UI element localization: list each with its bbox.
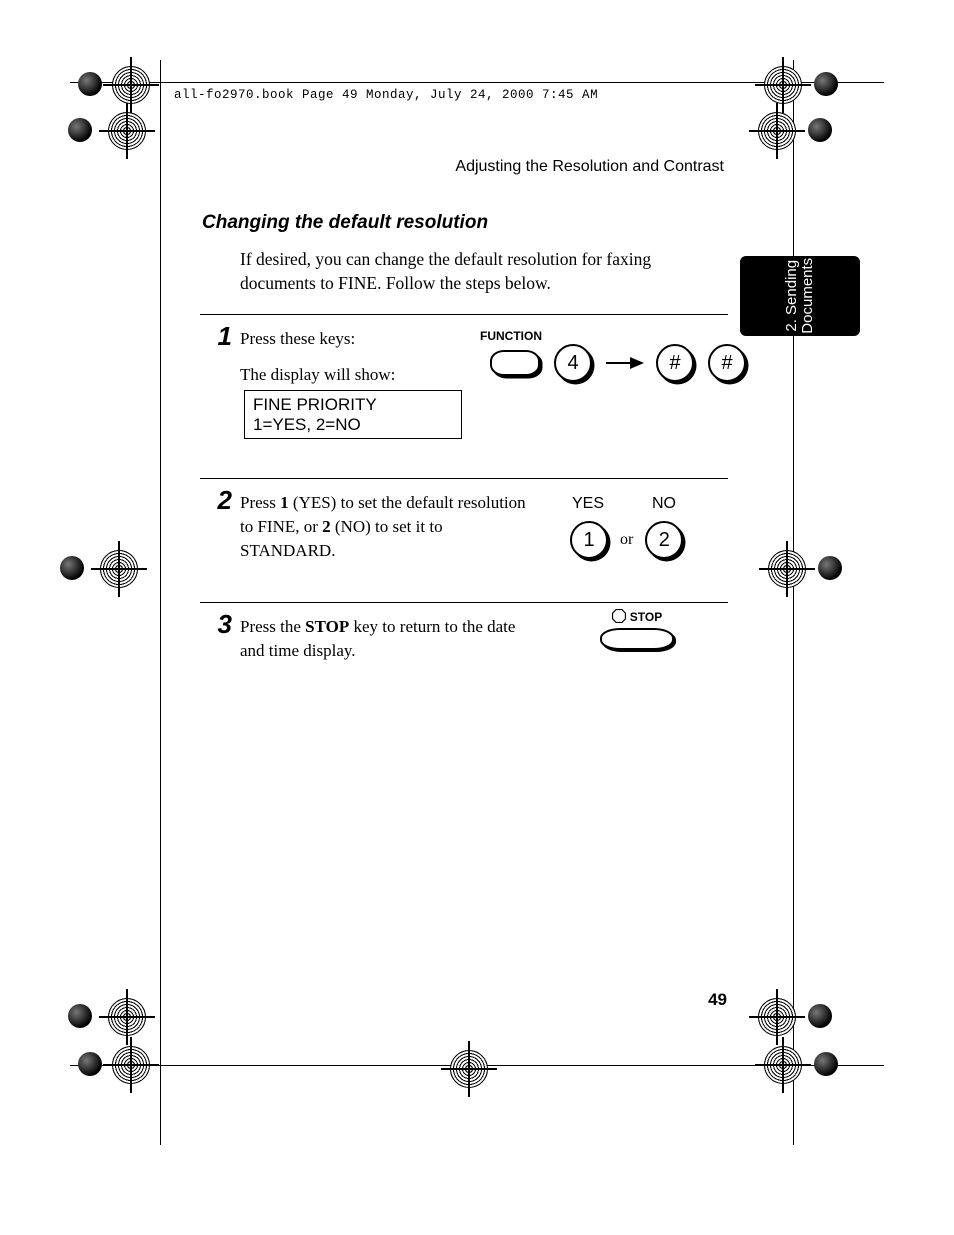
no-label: NO xyxy=(644,495,684,513)
page-number: 49 xyxy=(708,990,727,1010)
registration-mark xyxy=(758,112,810,164)
step2-key-sequence: 1 or 2 xyxy=(570,521,683,559)
step1-line2: The display will show: xyxy=(240,363,470,387)
lcd-line1: FINE PRIORITY xyxy=(253,395,453,415)
page: all-fo2970.book Page 49 Monday, July 24,… xyxy=(0,0,954,1235)
function-key-icon xyxy=(490,350,540,376)
registration-mark xyxy=(758,998,810,1050)
stop-key-graphic: STOP xyxy=(600,608,674,650)
step-number: 3 xyxy=(198,609,232,640)
registration-mark xyxy=(78,66,130,118)
registration-mark xyxy=(78,1046,130,1098)
step1-line1: Press these keys: xyxy=(240,327,470,351)
hash-key-icon: # xyxy=(708,344,746,382)
or-label: or xyxy=(620,531,633,549)
step2-text: Press 1 (YES) to set the default resolut… xyxy=(240,491,540,574)
stop-octagon-icon xyxy=(612,609,626,623)
source-meta-line: all-fo2970.book Page 49 Monday, July 24,… xyxy=(174,88,598,102)
yes-label: YES xyxy=(568,495,608,513)
registration-mark xyxy=(68,998,120,1050)
lcd-line2: 1=YES, 2=NO xyxy=(253,415,453,435)
thumb-tab-line2: Documents xyxy=(800,258,816,334)
registration-mark xyxy=(764,66,816,118)
chapter-thumb-tab: 2. Sending Documents xyxy=(740,256,860,336)
hash-key-icon: # xyxy=(656,344,694,382)
key-1-icon: 1 xyxy=(570,521,608,559)
key-2-icon: 2 xyxy=(645,521,683,559)
registration-mark xyxy=(60,550,112,602)
step1-key-sequence: 4 # # xyxy=(490,344,746,382)
step-number: 1 xyxy=(198,321,232,352)
function-key-label: FUNCTION xyxy=(480,329,542,343)
registration-mark xyxy=(68,112,120,164)
key-4-icon: 4 xyxy=(554,344,592,382)
section-subheading: Changing the default resolution xyxy=(202,212,488,234)
step-number: 2 xyxy=(198,485,232,516)
arrow-icon xyxy=(606,357,642,369)
lcd-display-box: FINE PRIORITY 1=YES, 2=NO xyxy=(244,390,462,439)
stop-key-icon xyxy=(600,628,674,650)
crop-line-top xyxy=(70,82,884,83)
step3-text: Press the STOP key to return to the date… xyxy=(240,615,540,675)
registration-mark xyxy=(768,550,820,602)
intro-paragraph: If desired, you can change the default r… xyxy=(240,248,720,295)
crop-line-left xyxy=(160,60,161,1145)
registration-mark xyxy=(440,1050,492,1102)
thumb-tab-line1: 2. Sending xyxy=(784,258,800,334)
running-head: Adjusting the Resolution and Contrast xyxy=(455,158,724,176)
registration-mark xyxy=(764,1046,816,1098)
crop-line-right xyxy=(793,60,794,1145)
stop-key-label: STOP xyxy=(630,610,662,624)
